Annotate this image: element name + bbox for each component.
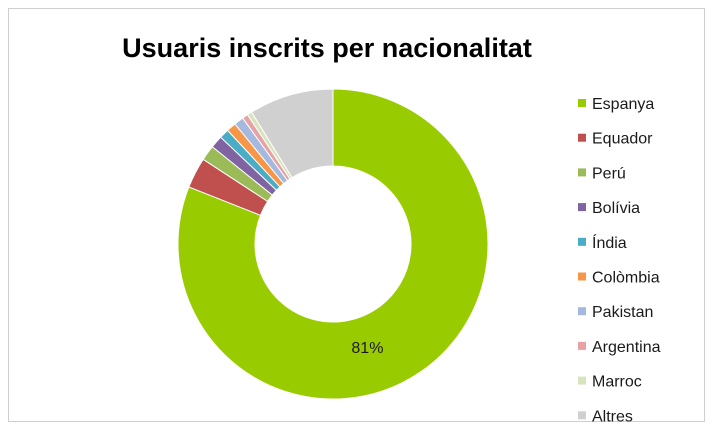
slices-group [177, 88, 489, 400]
doughnut-chart: Usuaris inscrits per nacionalitat 81% Es… [122, 33, 661, 423]
legend-swatch [578, 237, 586, 246]
legend-item: Equador [578, 131, 653, 148]
legend-item: Altres [578, 408, 633, 423]
legend-swatch [578, 307, 586, 316]
data-labels-group: 81% [351, 340, 383, 357]
legend-label: Espanya [592, 96, 654, 113]
legend-swatch [578, 341, 586, 350]
chart-title: Usuaris inscrits per nacionalitat [122, 33, 532, 63]
legend-item: Perú [578, 165, 626, 182]
legend-item: Marroc [578, 374, 642, 391]
legend-swatch [578, 411, 586, 420]
legend-label: Altres [592, 408, 633, 423]
legend-item: Colòmbia [578, 270, 660, 287]
legend-label: Marroc [592, 374, 642, 391]
legend-swatch [578, 99, 586, 107]
legend-swatch [578, 133, 586, 142]
legend: Espanya Equador Perú Bolívia Índia Colòmbia Pa… [578, 96, 661, 423]
legend-label: Colòmbia [592, 270, 660, 287]
legend-label: Equador [592, 131, 653, 148]
legend-label: Índia [592, 233, 627, 252]
legend-label: Bolívia [592, 200, 640, 217]
slice-altres [250, 88, 334, 179]
legend-label: Perú [592, 165, 626, 182]
data-label-0: 81% [351, 340, 383, 357]
legend-item: Índia [578, 233, 627, 252]
legend-item: Espanya [578, 96, 654, 113]
legend-item: Argentina [578, 339, 661, 356]
legend-swatch [578, 376, 586, 385]
legend-swatch [578, 168, 586, 177]
legend-label: Pakistan [592, 304, 653, 321]
legend-item: Pakistan [578, 304, 653, 321]
legend-swatch [578, 203, 586, 212]
legend-item: Bolívia [578, 200, 640, 217]
slice-espanya [177, 88, 489, 400]
legend-label: Argentina [592, 339, 661, 356]
chart-frame: Usuaris inscrits per nacionalitat 81% Es… [8, 8, 705, 423]
legend-swatch [578, 272, 586, 281]
